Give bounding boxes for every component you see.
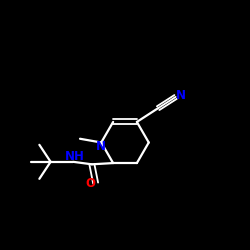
Text: NH: NH [64, 150, 84, 163]
Text: N: N [96, 140, 106, 153]
Text: N: N [176, 89, 186, 102]
Text: O: O [86, 176, 96, 190]
